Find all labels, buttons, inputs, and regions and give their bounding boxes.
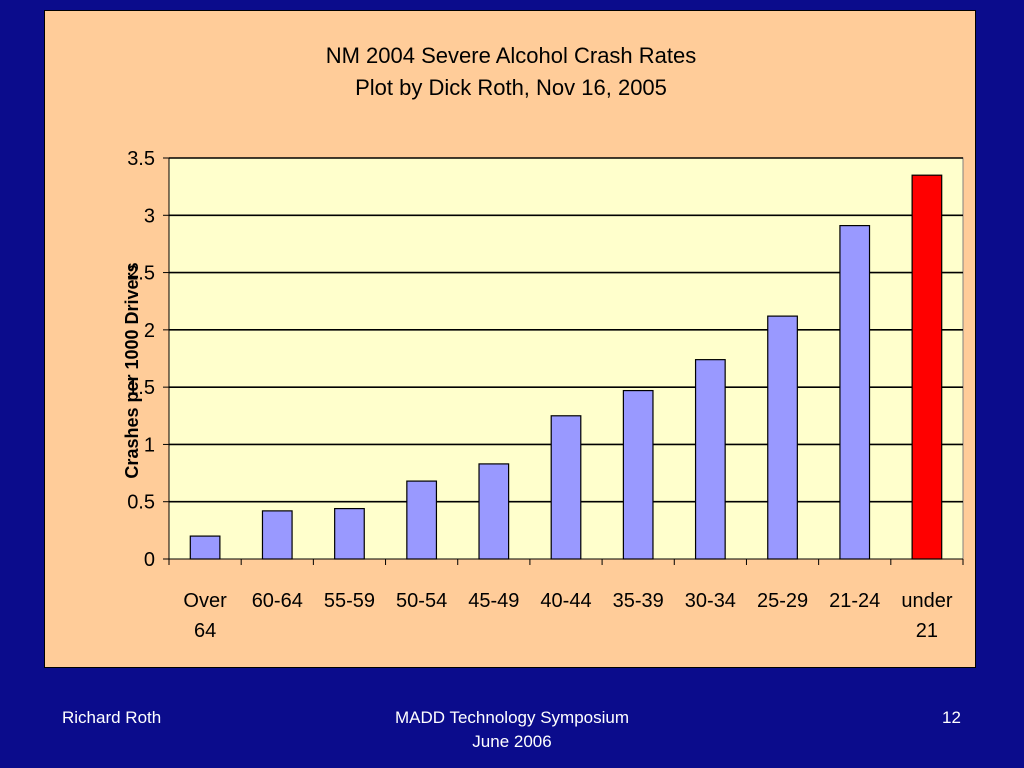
bar [911, 174, 943, 560]
bar [261, 510, 293, 560]
y-tick-label: 0.5 [127, 492, 155, 514]
bar [767, 315, 798, 560]
x-tick-label: Over [183, 590, 227, 612]
x-tick-label: 55-59 [324, 590, 375, 612]
x-tick-label: 21 [916, 620, 938, 642]
x-tick-label: 35-39 [613, 590, 664, 612]
bar [406, 480, 438, 560]
bar [550, 415, 582, 560]
footer-event-name: MADD Technology Symposium [395, 708, 629, 727]
y-tick-label: 1 [144, 434, 155, 456]
chart-title: NM 2004 Severe Alcohol Crash Rates [325, 43, 697, 68]
bar-chart: 0 0.5 1 1.5 2 2.5 3 3.5 Over 64 60-64 55-59 50-54 45-… [122, 148, 964, 642]
x-tick-label: 40-44 [540, 590, 591, 612]
x-tick-label: 64 [194, 620, 216, 642]
x-tick-label: 25-29 [757, 590, 808, 612]
y-tick-label: 3 [144, 205, 155, 227]
y-tick-label: 1.5 [127, 377, 155, 399]
y-tick-label: 0 [144, 549, 155, 571]
bar [334, 507, 365, 560]
chart-panel: NM 2004 Severe Alcohol Crash Rates Plot … [44, 10, 976, 668]
bar [694, 359, 726, 560]
footer-event: MADD Technology Symposium June 2006 [362, 706, 662, 754]
bar [839, 224, 871, 560]
x-tick-label: 30-34 [685, 590, 736, 612]
page-number: 12 [942, 708, 961, 727]
x-tick-label: 21-24 [829, 590, 880, 612]
x-tick-label: 60-64 [252, 590, 303, 612]
y-tick-label: 2 [144, 320, 155, 342]
y-tick-label: 2.5 [127, 263, 155, 285]
y-tick-label: 3.5 [127, 148, 155, 170]
footer-author: Richard Roth [62, 708, 162, 727]
x-tick-label: 50-54 [396, 590, 447, 612]
bar [622, 389, 654, 560]
footer-event-date: June 2006 [472, 732, 552, 751]
chart-subtitle: Plot by Dick Roth, Nov 16, 2005 [355, 75, 667, 100]
bar [478, 463, 510, 560]
x-tick-label: 45-49 [468, 590, 519, 612]
y-axis-title: Crashes per 1000 Drivers [122, 262, 142, 478]
x-tick-label: under [901, 590, 952, 612]
bar [189, 535, 221, 560]
